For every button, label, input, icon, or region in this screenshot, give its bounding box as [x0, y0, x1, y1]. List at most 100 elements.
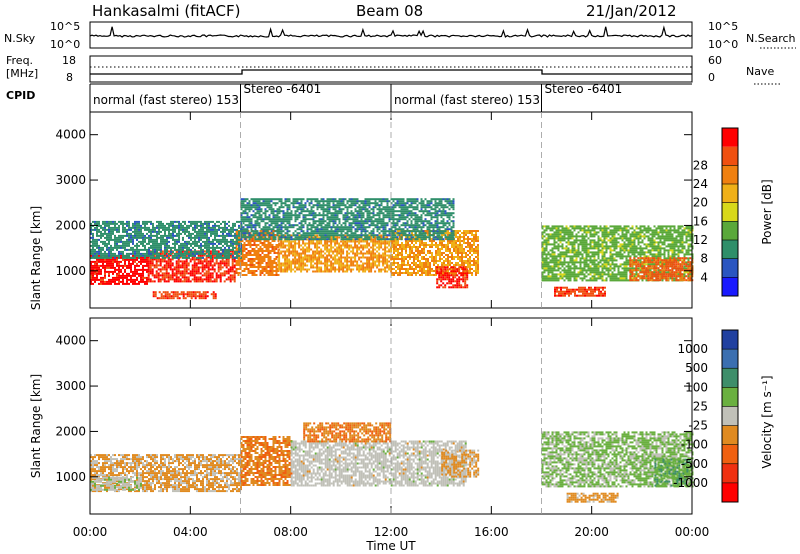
heatmap-region	[441, 449, 480, 478]
date-title: 21/Jan/2012	[586, 2, 677, 20]
x-tick-label: 20:00	[574, 525, 609, 539]
colorbar-tick-label: 1000	[677, 342, 708, 356]
freq-label: Freq.	[6, 54, 33, 67]
heatmap-region	[436, 266, 469, 289]
colorbar-swatch	[722, 482, 738, 502]
axes: 1000 2000 3000 4000 1000 2000 3000 4000 00:00 04:…	[55, 112, 709, 539]
velocity-colorbar: 1000 500 100 25 -25 -100 -500 -1000	[673, 329, 739, 503]
power-ylabel: Slant Range [km]	[29, 206, 43, 310]
y-tick-label: 1000	[55, 470, 86, 484]
colorbar-swatch	[722, 184, 738, 203]
colorbar-swatch	[722, 425, 738, 445]
heatmap-region	[278, 234, 393, 273]
colorbar-tick-label: 25	[693, 399, 708, 413]
colorbar-swatch	[722, 221, 738, 240]
x-tick-label: 16:00	[474, 525, 509, 539]
heatmap-region	[240, 198, 455, 241]
nave-tick-bottom: 0	[708, 71, 715, 84]
colorbar-tick-label: 100	[685, 380, 708, 394]
freq-tick-bottom: 8	[66, 71, 73, 84]
y-tick-label: 4000	[55, 128, 86, 142]
y-tick-label: 1000	[55, 264, 86, 278]
colorbar-swatch	[722, 349, 738, 369]
y-tick-label: 4000	[55, 334, 86, 348]
colorbar-swatch	[722, 165, 738, 184]
colorbar-tick-label: -500	[681, 457, 708, 471]
cpid-segment-label: Stereo -6401	[244, 82, 322, 96]
noise-tick-top-right: 10^5	[708, 20, 738, 33]
power-panel	[89, 111, 694, 309]
colorbar-swatch	[722, 406, 738, 426]
velocity-data	[90, 422, 694, 503]
y-tick-label: 2000	[55, 424, 86, 438]
velocity-colorbar-label: Velocity [m s⁻¹]	[760, 375, 774, 468]
velocity-panel	[89, 317, 694, 515]
xlabel: Time UT	[365, 539, 416, 553]
noise-search-label: N.Search	[746, 32, 796, 45]
colorbar-tick-label: 8	[700, 252, 708, 266]
heatmap-region	[541, 225, 694, 282]
y-tick-label: 3000	[55, 379, 86, 393]
colorbar-swatch	[722, 146, 738, 166]
colorbar-tick-label: -25	[688, 419, 708, 433]
colorbar-swatch	[722, 277, 738, 296]
heatmap-region	[554, 286, 606, 297]
noise-panel-frame	[89, 21, 693, 49]
y-tick-label: 3000	[55, 173, 86, 187]
noise-sky-label: N.Sky	[4, 32, 36, 45]
colorbar-swatch	[722, 128, 738, 147]
colorbar-swatch	[722, 240, 738, 259]
colorbar-tick-label: 24	[693, 177, 708, 191]
colorbar-swatch	[722, 258, 738, 278]
freq-tick-top: 18	[62, 54, 76, 67]
colorbar-tick-label: 500	[685, 361, 708, 375]
x-tick-label: 00:00	[675, 525, 710, 539]
colorbar-tick-label: 16	[693, 214, 708, 228]
x-tick-label: 00:00	[73, 525, 108, 539]
colorbar-tick-label: 4	[700, 270, 708, 284]
cpid-segment-label: normal (fast stereo) 153	[394, 93, 540, 107]
nave-label: Nave	[746, 65, 774, 78]
colorbar-swatch	[722, 387, 738, 407]
heatmap-region	[90, 476, 142, 491]
cpid-segment-label: normal (fast stereo) 153	[93, 93, 239, 107]
colorbar-swatch	[722, 463, 738, 483]
freq-line	[90, 69, 692, 75]
colorbar-tick-label: -100	[681, 438, 708, 452]
cpid-segment-label: Stereo -6401	[545, 82, 623, 96]
x-tick-label: 08:00	[273, 525, 308, 539]
heatmap-region	[303, 422, 392, 443]
heatmap-region	[152, 291, 217, 300]
colorbar-swatch	[722, 368, 738, 388]
colorbar-tick-label: 28	[693, 158, 708, 172]
y-tick-label: 2000	[55, 218, 86, 232]
colorbar-swatch	[722, 202, 738, 222]
heatmap-region	[240, 436, 293, 486]
heatmap-region	[90, 220, 242, 259]
colorbar-swatch	[722, 330, 738, 350]
x-tick-label: 04:00	[173, 525, 208, 539]
x-tick-label: 12:00	[374, 525, 409, 539]
beam-title: Beam 08	[356, 2, 423, 20]
power-colorbar: 4 8 12 16 20 24 28	[693, 127, 739, 297]
station-title: Hankasalmi (fitACF)	[92, 2, 240, 20]
cpid-strip: normal (fast stereo) 153 Stereo -6401 norm…	[89, 82, 692, 112]
power-colorbar-label: Power [dB]	[760, 179, 774, 244]
noise-tick-bottom-right: 10^0	[708, 38, 738, 51]
velocity-ylabel: Slant Range [km]	[29, 374, 43, 478]
colorbar-tick-label: 12	[693, 233, 708, 247]
heatmap-region	[629, 257, 694, 282]
heatmap-region	[654, 458, 693, 487]
freq-panel-frame	[89, 55, 693, 83]
nave-tick-top: 60	[708, 54, 722, 67]
heatmap-region	[391, 230, 479, 276]
heatmap-region	[566, 492, 619, 503]
cpid-label: CPID	[6, 89, 35, 102]
colorbar-tick-label: -1000	[673, 476, 708, 490]
noise-sky-line	[89, 25, 693, 38]
power-data	[90, 198, 694, 300]
colorbar-swatch	[722, 444, 738, 464]
noise-tick-top-left: 10^5	[50, 20, 80, 33]
freq-unit-label: [MHz]	[6, 67, 38, 80]
